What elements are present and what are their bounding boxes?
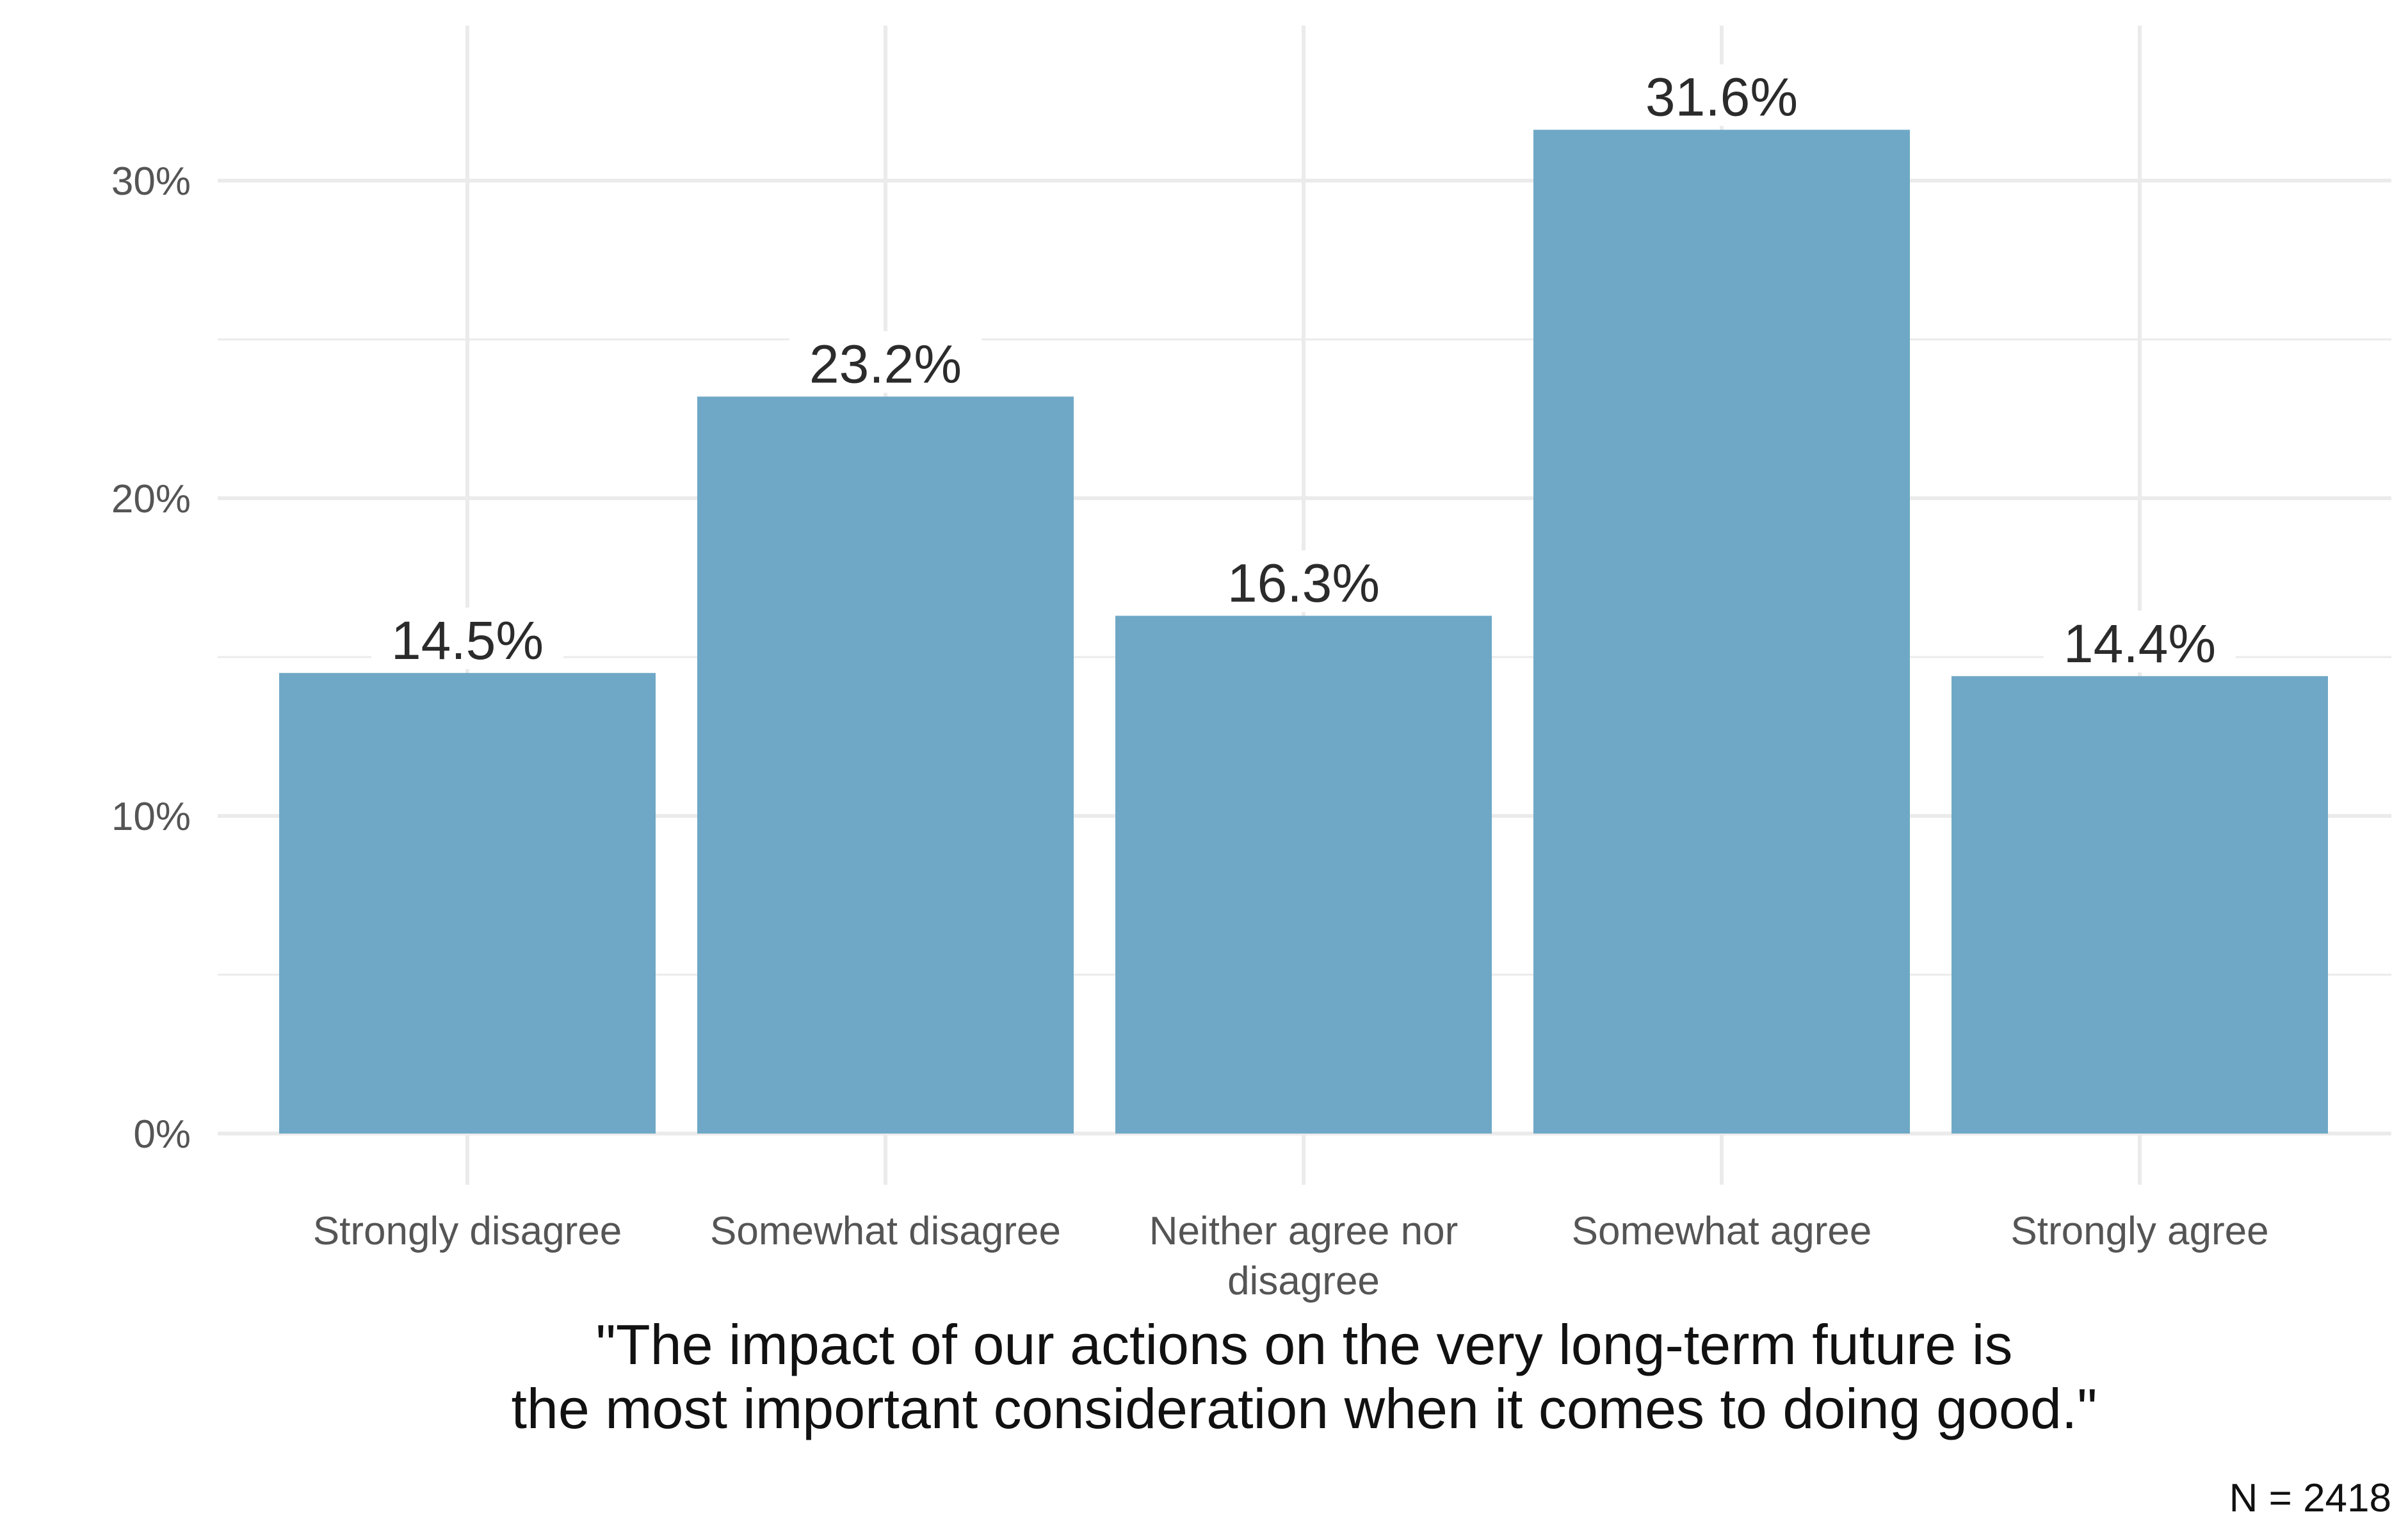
bar-value-label: 14.4% bbox=[2064, 614, 2216, 674]
bar-value-label: 14.5% bbox=[391, 610, 544, 671]
bars bbox=[279, 129, 2328, 1134]
x-tick-label: Somewhat agree bbox=[1572, 1209, 1872, 1253]
caption: N = 2418 bbox=[2229, 1476, 2391, 1520]
bar-value-label: 16.3% bbox=[1227, 553, 1380, 614]
sample-size-caption: N = 2418 bbox=[2229, 1476, 2391, 1520]
x-axis-label-line: the most important consideration when it… bbox=[511, 1377, 2097, 1440]
bar-value-label: 23.2% bbox=[809, 334, 962, 394]
bar-label-background bbox=[2044, 610, 2236, 672]
bar-label-background bbox=[371, 607, 563, 669]
bar-label-background bbox=[1626, 64, 1818, 126]
bar bbox=[279, 672, 656, 1134]
x-axis-label-line: "The impact of our actions on the very l… bbox=[596, 1313, 2013, 1376]
x-tick-label: disagree bbox=[1227, 1259, 1380, 1303]
bar-label-background bbox=[1208, 550, 1400, 612]
bar bbox=[697, 396, 1074, 1134]
x-tick-label: Strongly disagree bbox=[313, 1209, 622, 1253]
x-tick-label: Strongly agree bbox=[2010, 1209, 2268, 1253]
y-tick-label: 10% bbox=[111, 795, 191, 839]
bar bbox=[1951, 676, 2328, 1134]
bar bbox=[1533, 129, 1910, 1134]
bar bbox=[1115, 615, 1492, 1134]
y-tick-label: 20% bbox=[111, 477, 191, 521]
x-tick-label: Neither agree nor bbox=[1149, 1209, 1459, 1253]
x-axis-tick-labels: Strongly disagree Somewhat disagree Neithe… bbox=[313, 1209, 2269, 1303]
x-axis-label: "The impact of our actions on the very l… bbox=[511, 1313, 2097, 1440]
bar-value-labels: 14.5% 23.2% 16.3% 31.6% 14.4% bbox=[371, 64, 2236, 674]
x-tick-label: Somewhat disagree bbox=[710, 1209, 1061, 1253]
bar-label-background bbox=[789, 331, 982, 393]
y-tick-label: 0% bbox=[133, 1112, 191, 1157]
y-tick-label: 30% bbox=[111, 159, 191, 204]
bar-value-label: 31.6% bbox=[1645, 67, 1798, 127]
y-axis-tick-labels: 0% 10% 20% 30% bbox=[111, 159, 191, 1157]
